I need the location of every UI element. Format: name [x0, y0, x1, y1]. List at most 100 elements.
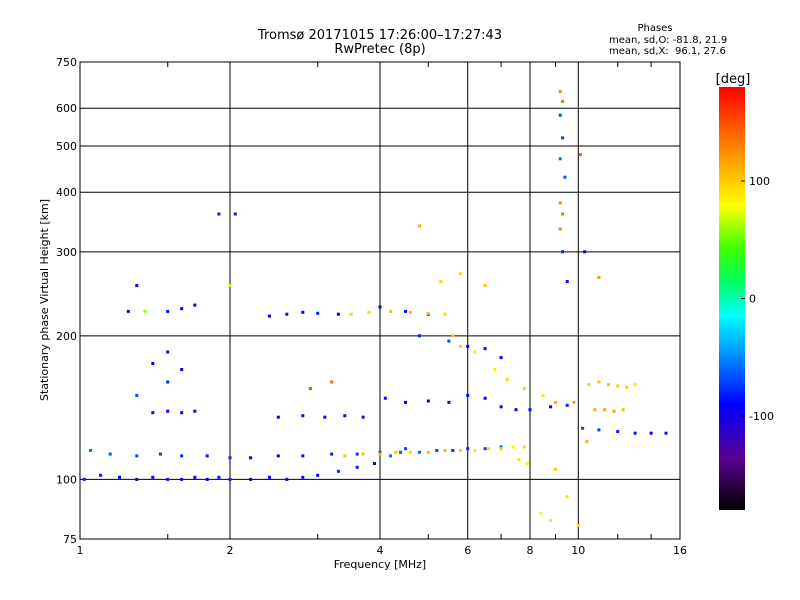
echo-point: [426, 311, 430, 315]
phase-info-o: mean, sd,O: -81.8, 21.9: [609, 35, 727, 46]
echo-point: [316, 473, 320, 477]
x-tick-label: 16: [673, 544, 687, 557]
echo-point: [276, 415, 280, 419]
echo-point: [563, 175, 567, 179]
echo-point: [616, 430, 620, 433]
echo-point: [99, 473, 103, 477]
echo-point: [399, 450, 403, 454]
echo-point: [435, 449, 439, 452]
y-tick-label: 300: [56, 246, 77, 259]
echo-point: [561, 212, 565, 216]
echo-point: [483, 347, 487, 351]
echo-point: [151, 411, 155, 415]
colorbar-tick-label: 0: [749, 293, 756, 306]
echo-point: [447, 339, 451, 343]
echo-point: [549, 405, 553, 409]
echo-point: [180, 307, 184, 311]
echo-point: [143, 309, 147, 313]
echo-point: [466, 393, 470, 397]
echo-point: [158, 452, 162, 456]
echo-point: [135, 393, 139, 397]
plot-area: 1 2 4 6 8 10 16 75 100 200 300 400 500 600 750: [56, 56, 687, 557]
echo-point: [361, 415, 365, 419]
echo-point: [558, 227, 562, 231]
echo-point: [135, 284, 139, 287]
echo-point: [612, 409, 616, 413]
echo-point: [330, 380, 334, 384]
echo-point: [649, 431, 653, 435]
echo-point: [585, 440, 589, 444]
echo-point: [621, 408, 625, 412]
echo-point: [301, 310, 305, 314]
echo-point: [233, 212, 237, 216]
echo-point: [228, 477, 232, 481]
echo-point: [597, 428, 601, 432]
echo-point: [451, 334, 455, 338]
echo-point: [517, 458, 521, 462]
echo-point: [378, 305, 382, 309]
echo-point: [473, 449, 477, 452]
y-tick-label: 75: [63, 533, 77, 546]
echo-point: [355, 452, 359, 456]
phase-info-heading: Phases: [637, 23, 672, 34]
echo-point: [135, 454, 139, 458]
echo-point: [565, 495, 569, 499]
echo-point: [361, 452, 365, 456]
echo-point: [228, 284, 232, 287]
echo-point: [404, 447, 407, 451]
echo-point: [426, 450, 430, 454]
echo-point: [316, 311, 320, 315]
y-tick-label: 750: [56, 56, 77, 69]
echo-point: [404, 309, 407, 313]
echo-point: [451, 449, 455, 452]
echo-point: [343, 414, 347, 418]
x-tick-label: 2: [227, 544, 234, 557]
echo-point: [166, 477, 170, 481]
echo-point: [394, 450, 398, 454]
colorbar-ticks: 100 0 -100: [741, 175, 774, 423]
echo-point: [301, 475, 305, 479]
echo-point: [541, 393, 545, 397]
echo-point: [499, 445, 503, 449]
echo-point: [285, 477, 289, 481]
y-tick-label: 600: [56, 102, 77, 115]
echo-point: [561, 99, 565, 103]
echo-point: [217, 212, 221, 216]
echo-point: [593, 408, 597, 412]
echo-point: [205, 454, 209, 458]
echo-point: [625, 385, 629, 389]
chart-subtitle: RwPretec (8p): [334, 42, 425, 57]
echo-point: [443, 312, 447, 316]
echo-point: [511, 445, 515, 449]
echo-point: [447, 400, 451, 404]
echo-point: [558, 201, 562, 205]
echo-point: [578, 153, 582, 156]
x-tick-label: 4: [377, 544, 384, 557]
echo-point: [323, 415, 327, 419]
x-tick-label: 10: [571, 544, 585, 557]
echo-point: [558, 113, 562, 117]
y-axis-label: Stationary phase Virtual Height [km]: [38, 199, 51, 401]
echo-point: [205, 477, 209, 481]
echo-point: [418, 334, 421, 338]
echo-point: [597, 380, 601, 384]
echo-point: [135, 477, 139, 481]
echo-point: [486, 447, 490, 451]
echo-point: [389, 454, 393, 458]
echo-point: [82, 477, 86, 481]
echo-point: [193, 409, 197, 413]
echo-point: [528, 408, 532, 412]
x-axis-label: Frequency [MHz]: [334, 558, 426, 571]
echo-point: [180, 411, 184, 415]
echo-point: [466, 344, 470, 348]
echo-point: [383, 396, 387, 400]
echo-point: [249, 477, 253, 481]
echo-point: [355, 465, 359, 469]
echo-point: [418, 450, 421, 454]
echo-point: [166, 380, 170, 384]
echo-point: [523, 387, 526, 391]
echo-point: [276, 454, 280, 458]
echo-point: [505, 378, 509, 381]
echo-point: [493, 368, 497, 371]
echo-point: [408, 450, 412, 454]
